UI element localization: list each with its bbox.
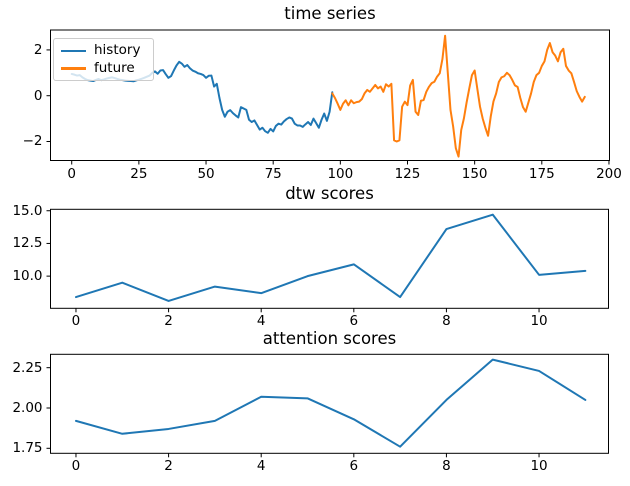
y-tick-label: 2.00 <box>12 399 43 416</box>
x-tick-label: 200 <box>596 165 622 182</box>
history-line-swatch <box>61 49 86 52</box>
x-tick-label: 2 <box>164 458 173 475</box>
y-tick-label: 12.5 <box>12 235 43 252</box>
future-line-swatch <box>61 67 86 70</box>
x-tick-label: 10 <box>530 313 548 330</box>
legend-label-future: future <box>94 59 135 76</box>
x-tick-label: 0 <box>71 458 81 475</box>
axes-frame <box>50 208 609 309</box>
x-tick-label: 0 <box>71 313 81 330</box>
x-tick-label: 125 <box>394 165 421 182</box>
legend: history future <box>53 38 154 81</box>
x-tick-label: 150 <box>461 165 488 182</box>
legend-item-history: history <box>61 42 146 60</box>
x-tick-label: 6 <box>349 313 359 330</box>
attention-line <box>74 358 587 448</box>
y-tick-label: 2.25 <box>12 359 43 376</box>
future-line <box>331 34 586 158</box>
x-tick-label: 50 <box>197 165 215 182</box>
x-tick-label: 25 <box>130 165 148 182</box>
dtw-scores-title: dtw scores <box>285 184 374 203</box>
y-tick-label: 2 <box>33 41 43 58</box>
y-tick-label: 10.0 <box>12 268 43 285</box>
x-tick-label: 75 <box>264 165 282 182</box>
x-tick-label: 8 <box>442 313 451 330</box>
dtw-line <box>74 213 587 302</box>
x-tick-label: 4 <box>256 313 266 330</box>
x-tick-label: 4 <box>256 458 266 475</box>
y-tick-label: 15.0 <box>12 202 43 219</box>
x-tick-label: 10 <box>530 458 548 475</box>
y-tick-label: 0 <box>33 87 43 104</box>
y-tick-label: 1.75 <box>12 440 43 457</box>
legend-item-future: future <box>61 60 146 78</box>
legend-label-history: history <box>94 42 141 59</box>
x-tick-label: 100 <box>327 165 354 182</box>
y-tick-label: −2 <box>22 133 43 150</box>
x-tick-label: 175 <box>528 165 555 182</box>
x-tick-label: 2 <box>164 313 173 330</box>
attention-scores-title: attention scores <box>262 329 397 348</box>
time-series-title: time series <box>284 4 376 23</box>
x-tick-label: 8 <box>442 458 451 475</box>
x-tick-label: 0 <box>67 165 77 182</box>
x-tick-label: 6 <box>349 458 359 475</box>
axes-frame <box>50 353 609 454</box>
